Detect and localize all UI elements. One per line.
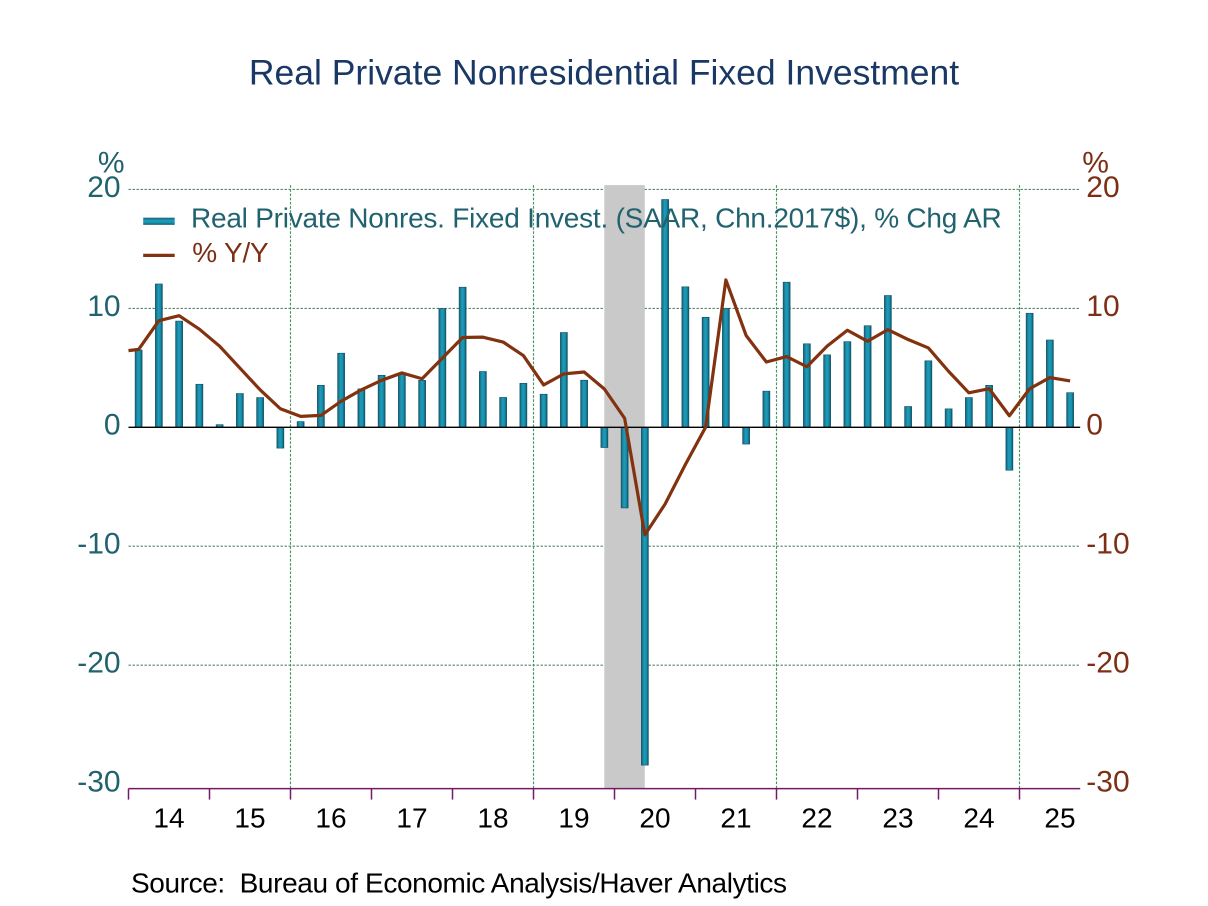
svg-text:Real Private Nonres. Fixed Inv: Real Private Nonres. Fixed Invest. (SAAR… bbox=[191, 203, 1002, 234]
svg-text:% Y/Y: % Y/Y bbox=[192, 237, 269, 268]
svg-text:-20: -20 bbox=[77, 647, 120, 680]
svg-text:23: 23 bbox=[882, 803, 913, 834]
svg-text:25: 25 bbox=[1044, 803, 1075, 834]
svg-text:%: % bbox=[1082, 146, 1109, 179]
svg-text:18: 18 bbox=[477, 803, 508, 834]
svg-text:24: 24 bbox=[963, 803, 994, 834]
svg-text:20: 20 bbox=[1086, 171, 1119, 204]
svg-text:20: 20 bbox=[639, 803, 670, 834]
svg-text:20: 20 bbox=[87, 171, 120, 204]
svg-text:-30: -30 bbox=[1086, 766, 1129, 799]
svg-text:Source: Bureau of Economic An: Source: Bureau of Economic Analysis/Have… bbox=[131, 867, 787, 898]
svg-text:21: 21 bbox=[720, 803, 751, 834]
svg-text:-10: -10 bbox=[1086, 528, 1129, 561]
svg-text:%: % bbox=[98, 146, 125, 179]
svg-text:-30: -30 bbox=[77, 766, 120, 799]
svg-text:0: 0 bbox=[1086, 409, 1103, 442]
svg-text:17: 17 bbox=[396, 803, 427, 834]
svg-text:0: 0 bbox=[104, 409, 121, 442]
svg-text:16: 16 bbox=[315, 803, 346, 834]
svg-text:19: 19 bbox=[558, 803, 589, 834]
svg-text:Real Private Nonresidential Fi: Real Private Nonresidential Fixed Invest… bbox=[249, 52, 959, 92]
svg-text:22: 22 bbox=[801, 803, 832, 834]
svg-text:-10: -10 bbox=[77, 528, 120, 561]
svg-text:10: 10 bbox=[1086, 290, 1119, 323]
svg-text:10: 10 bbox=[87, 290, 120, 323]
svg-text:14: 14 bbox=[153, 803, 184, 834]
svg-text:-20: -20 bbox=[1086, 647, 1129, 680]
svg-text:15: 15 bbox=[234, 803, 265, 834]
